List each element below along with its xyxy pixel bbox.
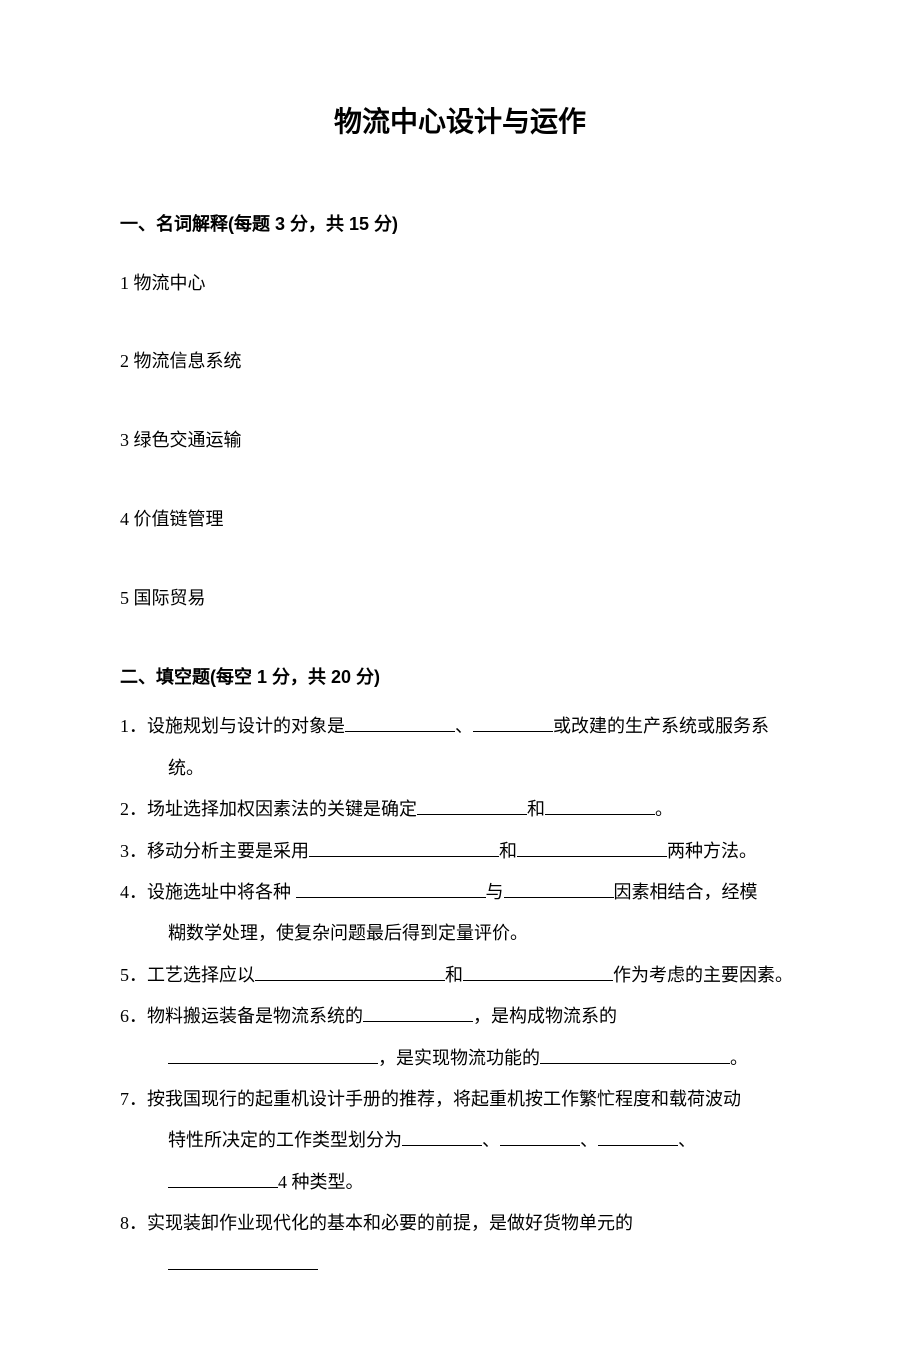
q3-end: 两种方法。 <box>667 841 757 861</box>
q6-number: 6． <box>120 1006 147 1026</box>
q3-text-1: 移动分析主要是采用 <box>147 841 309 861</box>
section-1: 一、名词解释(每题 3 分，共 15 分) 1 物流中心 2 物流信息系统 3 … <box>120 210 800 613</box>
q6-continuation: ，是实现物流功能的 。 <box>120 1038 800 1079</box>
q7-blank-4[interactable] <box>168 1170 278 1188</box>
fill-question-8: 8．实现装卸作业现代化的基本和必要的前提，是做好货物单元的 <box>120 1203 800 1244</box>
q7-end: 4 种类型。 <box>278 1172 364 1192</box>
q7-sep-3: 、 <box>678 1130 696 1150</box>
q5-sep: 和 <box>445 965 463 985</box>
fill-question-3: 3．移动分析主要是采用 和 两种方法。 <box>120 831 800 872</box>
fill-question-7: 7．按我国现行的起重机设计手册的推荐，将起重机按工作繁忙程度和载荷波动 <box>120 1079 800 1120</box>
q3-blank-2[interactable] <box>517 839 667 857</box>
term-item-2: 2 物流信息系统 <box>120 347 800 376</box>
q7-blank-1[interactable] <box>402 1128 482 1146</box>
q7-sep-2: 、 <box>580 1130 598 1150</box>
q1-continuation: 统。 <box>120 748 800 789</box>
q3-sep: 和 <box>499 841 517 861</box>
fill-question-1: 1．设施规划与设计的对象是 、 或改建的生产系统或服务系 <box>120 706 800 747</box>
q1-sep: 、 <box>455 716 473 736</box>
q6-end: 。 <box>730 1048 748 1068</box>
q4-continuation: 糊数学处理，使复杂问题最后得到定量评价。 <box>120 913 800 954</box>
q7-number: 7． <box>120 1089 147 1109</box>
q1-blank-2[interactable] <box>473 714 553 732</box>
q2-number: 2． <box>120 799 147 819</box>
term-item-4: 4 价值链管理 <box>120 505 800 534</box>
fill-question-4: 4．设施选址中将各种 与 因素相结合，经模 <box>120 872 800 913</box>
q4-text-1: 设施选址中将各种 <box>147 882 296 902</box>
q7-text-1: 按我国现行的起重机设计手册的推荐，将起重机按工作繁忙程度和载荷波动 <box>147 1089 741 1109</box>
q2-end: 。 <box>655 799 673 819</box>
q4-blank-1[interactable] <box>296 880 486 898</box>
term-item-1: 1 物流中心 <box>120 269 800 298</box>
q8-blank-1[interactable] <box>168 1252 318 1270</box>
q5-text-1: 工艺选择应以 <box>147 965 255 985</box>
term-item-5: 5 国际贸易 <box>120 584 800 613</box>
q4-number: 4． <box>120 882 147 902</box>
q6-cont-sep: ，是实现物流功能的 <box>378 1048 540 1068</box>
q8-text-1: 实现装卸作业现代化的基本和必要的前提，是做好货物单元的 <box>147 1213 633 1233</box>
q2-blank-2[interactable] <box>545 797 655 815</box>
q6-blank-3[interactable] <box>540 1046 730 1064</box>
q1-text-1: 设施规划与设计的对象是 <box>147 716 345 736</box>
q2-sep: 和 <box>527 799 545 819</box>
fill-question-6: 6．物料搬运装备是物流系统的 ，是构成物流系的 <box>120 996 800 1037</box>
section-1-header: 一、名词解释(每题 3 分，共 15 分) <box>120 210 800 239</box>
q2-blank-1[interactable] <box>417 797 527 815</box>
q7-blank-2[interactable] <box>500 1128 580 1146</box>
q6-blank-1[interactable] <box>363 1004 473 1022</box>
q7-continuation-2: 4 种类型。 <box>120 1162 800 1203</box>
q8-continuation <box>120 1244 800 1285</box>
q5-number: 5． <box>120 965 147 985</box>
q5-blank-2[interactable] <box>463 963 613 981</box>
q6-blank-2[interactable] <box>168 1046 378 1064</box>
q4-sep: 与 <box>486 882 504 902</box>
q3-number: 3． <box>120 841 147 861</box>
q1-number: 1． <box>120 716 147 736</box>
q6-text-1: 物料搬运装备是物流系统的 <box>147 1006 363 1026</box>
term-item-3: 3 绿色交通运输 <box>120 426 800 455</box>
q2-text-1: 场址选择加权因素法的关键是确定 <box>147 799 417 819</box>
q3-blank-1[interactable] <box>309 839 499 857</box>
q7-cont-text: 特性所决定的工作类型划分为 <box>168 1130 402 1150</box>
q7-sep-1: 、 <box>482 1130 500 1150</box>
q5-end: 作为考虑的主要因素。 <box>613 965 793 985</box>
section-2-header: 二、填空题(每空 1 分，共 20 分) <box>120 663 800 692</box>
q8-number: 8． <box>120 1213 147 1233</box>
q6-text-2: ，是构成物流系的 <box>473 1006 617 1026</box>
q4-text-2: 因素相结合，经模 <box>614 882 758 902</box>
q7-blank-3[interactable] <box>598 1128 678 1146</box>
fill-question-2: 2．场址选择加权因素法的关键是确定 和 。 <box>120 789 800 830</box>
q4-blank-2[interactable] <box>504 880 614 898</box>
q7-continuation-1: 特性所决定的工作类型划分为 、 、 、 <box>120 1120 800 1161</box>
q1-blank-1[interactable] <box>345 714 455 732</box>
q5-blank-1[interactable] <box>255 963 445 981</box>
fill-question-5: 5．工艺选择应以 和 作为考虑的主要因素。 <box>120 955 800 996</box>
q1-text-2: 或改建的生产系统或服务系 <box>553 716 769 736</box>
document-title: 物流中心设计与运作 <box>120 100 800 145</box>
section-2: 二、填空题(每空 1 分，共 20 分) 1．设施规划与设计的对象是、或改建的生… <box>120 663 800 1286</box>
